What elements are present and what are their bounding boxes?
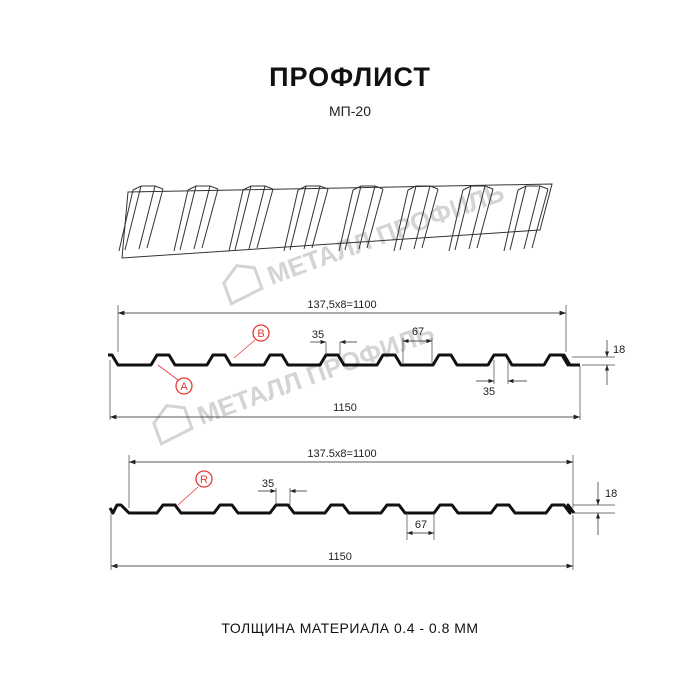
height-label: 18 xyxy=(613,344,625,356)
svg-text:МЕТАЛЛ ПРОФИЛЬ: МЕТАЛЛ ПРОФИЛЬ xyxy=(263,177,508,291)
width-label: 1150 xyxy=(333,402,357,414)
profile-2-line xyxy=(108,503,576,515)
profile-1-line xyxy=(108,353,580,367)
watermark-2: МЕТАЛЛ ПРОФИЛЬ xyxy=(152,317,438,446)
sheet-rib xyxy=(228,185,274,252)
gap-label-2: 67 xyxy=(415,519,427,531)
sheet-rib xyxy=(393,185,439,252)
sheet-rib xyxy=(173,185,219,252)
profile-2: 137.5x8=1100 1150 35 67 18 R xyxy=(108,448,617,570)
page-title: ПРОФЛИСТ xyxy=(269,62,431,92)
sheet-3d-illustration xyxy=(118,183,553,259)
width-label-2: 1150 xyxy=(328,551,352,563)
sheet-rib xyxy=(118,185,164,252)
sheet-rib xyxy=(503,185,549,252)
profile-1: 137,5x8=1100 1150 35 67 35 18 A xyxy=(108,299,625,420)
sheet-rib xyxy=(448,185,494,252)
model-label: МП-20 xyxy=(329,103,371,119)
height-label-2: 18 xyxy=(605,488,617,500)
watermark-1: МЕТАЛЛ ПРОФИЛЬ xyxy=(222,177,508,306)
material-thickness-note: ТОЛЩИНА МАТЕРИАЛА 0.4 - 0.8 ММ xyxy=(221,620,479,636)
pitch-label: 137,5x8=1100 xyxy=(307,299,376,311)
rib-bottom-label: 35 xyxy=(483,386,495,398)
callout-b: B xyxy=(257,328,264,340)
sheet-outline xyxy=(121,183,553,259)
rib-top-label: 35 xyxy=(312,329,324,341)
rib-top-label-2: 35 xyxy=(262,478,274,490)
pitch-label-2: 137.5x8=1100 xyxy=(307,448,376,460)
callout-r: R xyxy=(200,474,208,486)
sheet-rib xyxy=(283,185,329,252)
gap-label: 67 xyxy=(412,326,424,338)
callout-a: A xyxy=(180,381,188,393)
sheet-rib xyxy=(338,185,384,252)
